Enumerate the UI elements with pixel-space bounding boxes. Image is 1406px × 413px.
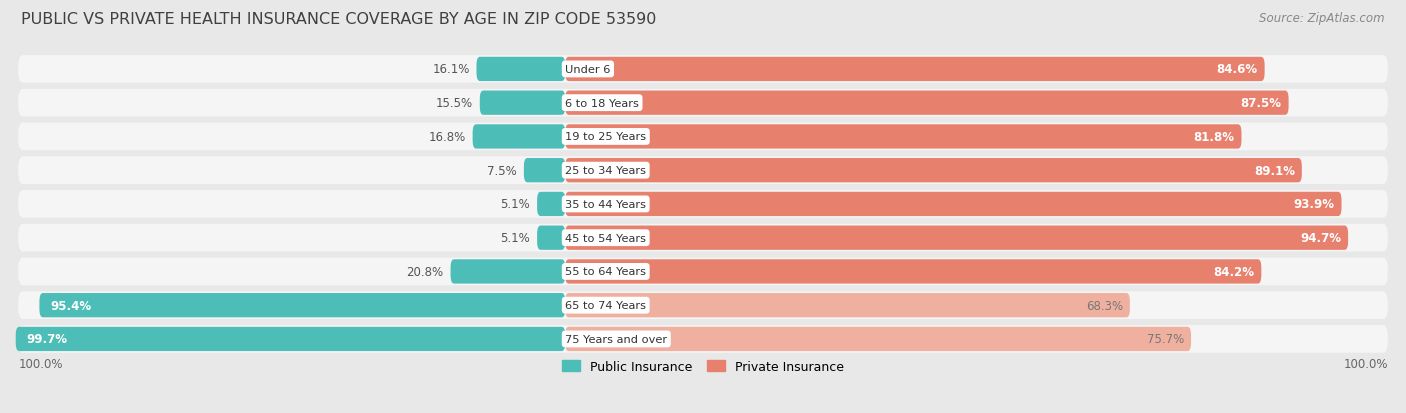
FancyBboxPatch shape	[565, 226, 1348, 250]
Text: 15.5%: 15.5%	[436, 97, 472, 110]
Text: PUBLIC VS PRIVATE HEALTH INSURANCE COVERAGE BY AGE IN ZIP CODE 53590: PUBLIC VS PRIVATE HEALTH INSURANCE COVER…	[21, 12, 657, 27]
FancyBboxPatch shape	[18, 90, 1388, 117]
FancyBboxPatch shape	[18, 258, 1388, 285]
Text: 81.8%: 81.8%	[1194, 131, 1234, 144]
Text: 16.1%: 16.1%	[432, 63, 470, 76]
FancyBboxPatch shape	[39, 293, 565, 318]
FancyBboxPatch shape	[472, 125, 565, 149]
Text: 65 to 74 Years: 65 to 74 Years	[565, 300, 647, 311]
Text: 95.4%: 95.4%	[51, 299, 91, 312]
Text: 5.1%: 5.1%	[501, 232, 530, 244]
FancyBboxPatch shape	[18, 325, 1388, 353]
Text: Under 6: Under 6	[565, 65, 610, 75]
FancyBboxPatch shape	[450, 260, 565, 284]
FancyBboxPatch shape	[18, 191, 1388, 218]
Text: 25 to 34 Years: 25 to 34 Years	[565, 166, 647, 176]
Text: 94.7%: 94.7%	[1301, 232, 1341, 244]
Text: 68.3%: 68.3%	[1085, 299, 1123, 312]
Text: 16.8%: 16.8%	[429, 131, 465, 144]
FancyBboxPatch shape	[565, 159, 1302, 183]
Text: 5.1%: 5.1%	[501, 198, 530, 211]
Text: 89.1%: 89.1%	[1254, 164, 1295, 177]
FancyBboxPatch shape	[565, 327, 1191, 351]
FancyBboxPatch shape	[565, 91, 1289, 116]
FancyBboxPatch shape	[18, 157, 1388, 185]
Text: 100.0%: 100.0%	[1343, 358, 1388, 370]
FancyBboxPatch shape	[565, 192, 1341, 216]
Text: 35 to 44 Years: 35 to 44 Years	[565, 199, 647, 209]
FancyBboxPatch shape	[565, 293, 1130, 318]
Text: 7.5%: 7.5%	[488, 164, 517, 177]
Text: 19 to 25 Years: 19 to 25 Years	[565, 132, 647, 142]
FancyBboxPatch shape	[18, 292, 1388, 319]
FancyBboxPatch shape	[477, 58, 565, 82]
FancyBboxPatch shape	[537, 192, 565, 216]
FancyBboxPatch shape	[524, 159, 565, 183]
Text: 6 to 18 Years: 6 to 18 Years	[565, 98, 640, 109]
Text: 99.7%: 99.7%	[27, 332, 67, 346]
Text: 84.6%: 84.6%	[1216, 63, 1258, 76]
Text: Source: ZipAtlas.com: Source: ZipAtlas.com	[1260, 12, 1385, 25]
Text: 84.2%: 84.2%	[1213, 265, 1254, 278]
FancyBboxPatch shape	[479, 91, 565, 116]
Text: 45 to 54 Years: 45 to 54 Years	[565, 233, 647, 243]
FancyBboxPatch shape	[565, 125, 1241, 149]
Text: 20.8%: 20.8%	[406, 265, 444, 278]
FancyBboxPatch shape	[15, 327, 565, 351]
FancyBboxPatch shape	[18, 224, 1388, 252]
FancyBboxPatch shape	[537, 226, 565, 250]
Text: 87.5%: 87.5%	[1240, 97, 1282, 110]
Text: 75 Years and over: 75 Years and over	[565, 334, 668, 344]
Text: 93.9%: 93.9%	[1294, 198, 1334, 211]
Legend: Public Insurance, Private Insurance: Public Insurance, Private Insurance	[557, 355, 849, 378]
Text: 55 to 64 Years: 55 to 64 Years	[565, 267, 647, 277]
FancyBboxPatch shape	[18, 123, 1388, 151]
Text: 100.0%: 100.0%	[18, 358, 63, 370]
FancyBboxPatch shape	[565, 260, 1261, 284]
Text: 75.7%: 75.7%	[1147, 332, 1184, 346]
FancyBboxPatch shape	[565, 58, 1264, 82]
FancyBboxPatch shape	[18, 56, 1388, 83]
